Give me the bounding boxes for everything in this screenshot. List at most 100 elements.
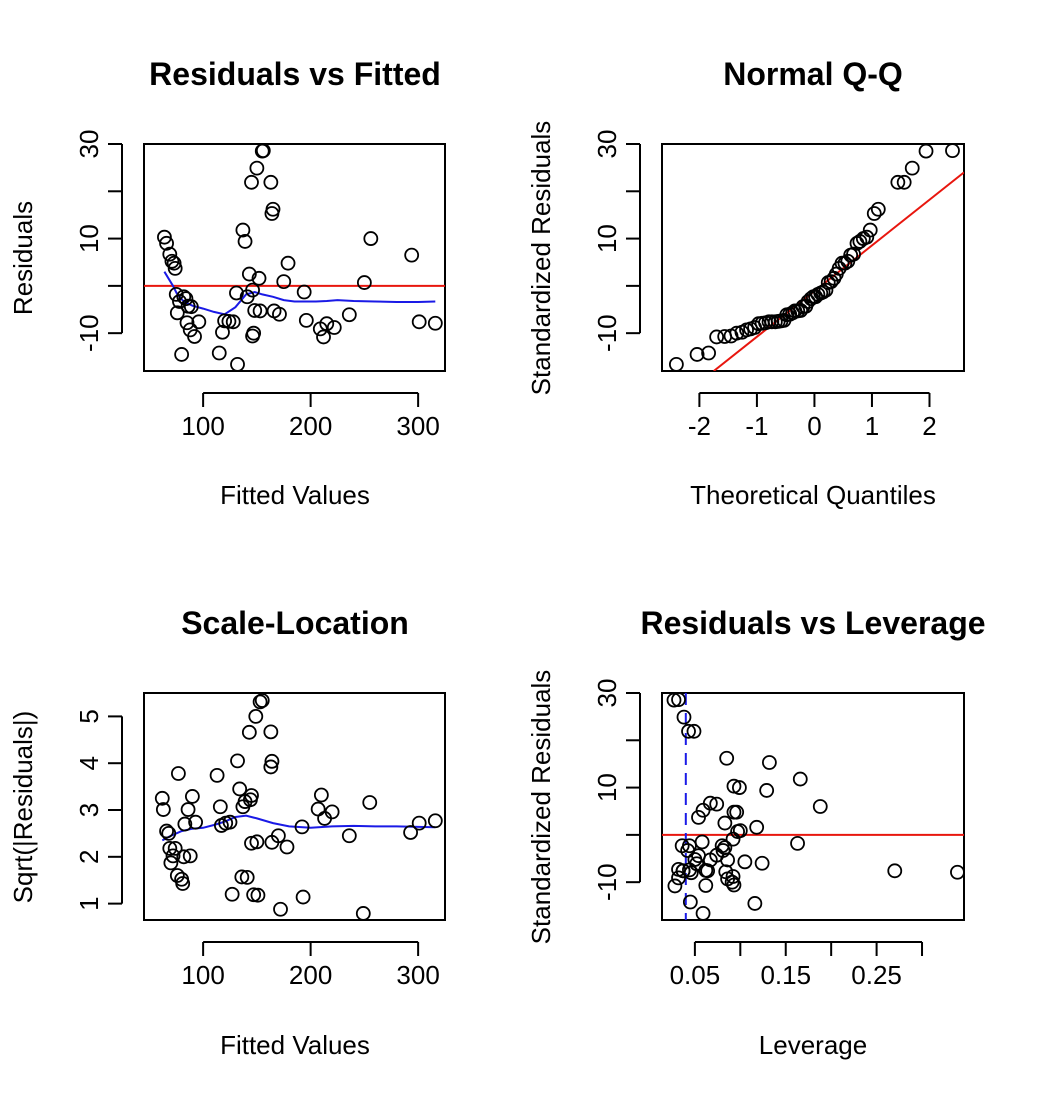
data-point xyxy=(241,266,257,282)
data-point xyxy=(209,767,225,783)
data-point xyxy=(155,802,171,817)
data-point xyxy=(682,894,698,910)
data-point xyxy=(790,835,805,851)
data-point xyxy=(264,753,280,769)
plot-frame xyxy=(661,143,965,372)
data-point xyxy=(245,282,260,298)
data-point xyxy=(918,143,934,159)
panel-title: Residuals vs Fitted xyxy=(149,56,441,92)
data-point xyxy=(211,345,227,361)
data-point xyxy=(180,802,196,817)
y-axis-label: Standardized Residuals xyxy=(526,121,556,396)
data-point xyxy=(324,804,340,820)
data-point xyxy=(316,329,331,345)
data-point xyxy=(174,347,190,362)
data-point xyxy=(157,229,172,245)
data-point xyxy=(169,868,185,883)
data-point xyxy=(729,325,745,341)
data-point xyxy=(239,870,255,885)
data-point xyxy=(427,813,443,829)
data-point xyxy=(162,246,178,262)
y-tick-label: 30 xyxy=(74,130,104,159)
data-point xyxy=(263,174,279,190)
data-point xyxy=(191,314,207,330)
data-point xyxy=(800,294,816,309)
plot-area: 0.05 0.15 0.25 -10 10 30 xyxy=(592,679,965,990)
x-tick-label: 300 xyxy=(396,960,439,990)
data-point xyxy=(244,788,259,803)
smooth-line xyxy=(161,814,436,842)
data-point xyxy=(244,835,259,851)
data-point xyxy=(846,246,861,262)
data-point xyxy=(667,878,683,894)
data-point xyxy=(212,799,228,815)
y-axis-label: Standardized Residuals xyxy=(526,670,556,945)
data-point xyxy=(241,724,257,740)
data-point xyxy=(759,783,775,798)
data-point xyxy=(234,869,250,885)
data-point xyxy=(666,692,682,708)
data-point xyxy=(263,759,279,775)
panel-title: Scale-Location xyxy=(181,605,409,641)
data-point xyxy=(221,313,237,329)
data-point xyxy=(726,778,742,794)
reference-lines xyxy=(662,693,964,920)
x-axis-label: Fitted Values xyxy=(220,480,370,510)
data-point xyxy=(224,886,240,902)
data-point xyxy=(686,723,702,739)
plot-area: 100 200 300 -10 10 30 xyxy=(74,130,446,441)
panel-normal-qq: Normal Q-Q Theoretical Quantiles Standar… xyxy=(526,56,965,510)
y-tick-label: -10 xyxy=(592,863,622,901)
data-point xyxy=(709,796,725,812)
data-point xyxy=(164,253,180,269)
data-point xyxy=(279,839,295,855)
x-tick-label: 300 xyxy=(396,411,439,441)
data-point xyxy=(254,693,270,708)
panel-scale-location: Scale-Location Fitted Values Sqrt(|Resid… xyxy=(8,605,446,1060)
data-point xyxy=(167,260,183,276)
data-point xyxy=(247,303,263,318)
data-point xyxy=(700,863,716,879)
data-point xyxy=(950,864,965,880)
x-tick-label: 200 xyxy=(289,960,332,990)
data-point xyxy=(263,724,279,740)
data-point xyxy=(812,799,828,814)
data-point xyxy=(682,862,697,878)
data-point xyxy=(691,809,706,825)
data-point xyxy=(230,356,245,372)
data-point xyxy=(246,887,262,903)
data-point xyxy=(695,905,711,921)
data-point xyxy=(187,329,202,344)
data-point xyxy=(178,291,194,307)
panel-title: Residuals vs Leverage xyxy=(640,605,985,641)
data-point xyxy=(403,825,419,840)
data-point xyxy=(730,824,745,839)
data-point xyxy=(823,274,839,290)
data-point xyxy=(244,174,259,190)
y-tick-label: 4 xyxy=(74,756,104,770)
data-point xyxy=(859,229,875,245)
data-point xyxy=(862,222,878,238)
data-point xyxy=(341,307,357,323)
data-point xyxy=(945,143,960,159)
data-point xyxy=(313,787,329,803)
data-point xyxy=(719,750,735,766)
reference-lines xyxy=(161,814,436,842)
data-point xyxy=(404,247,420,263)
x-axis-label: Fitted Values xyxy=(220,1030,370,1060)
data-point xyxy=(310,801,326,817)
data-point xyxy=(296,284,312,300)
data-point xyxy=(732,780,747,795)
data-point xyxy=(904,160,920,176)
data-point xyxy=(176,849,192,865)
data-point xyxy=(248,709,264,724)
x-tick-label: 2 xyxy=(922,411,936,441)
data-point xyxy=(162,840,178,856)
panel-residuals-vs-fitted: Residuals vs Fitted Fitted Values Residu… xyxy=(8,56,446,510)
data-point xyxy=(355,906,371,921)
data-point xyxy=(235,222,251,238)
data-point xyxy=(754,855,770,871)
x-axis-label: Leverage xyxy=(759,1030,867,1060)
x-tick-label: 100 xyxy=(181,411,224,441)
x-tick-label: 200 xyxy=(289,411,332,441)
